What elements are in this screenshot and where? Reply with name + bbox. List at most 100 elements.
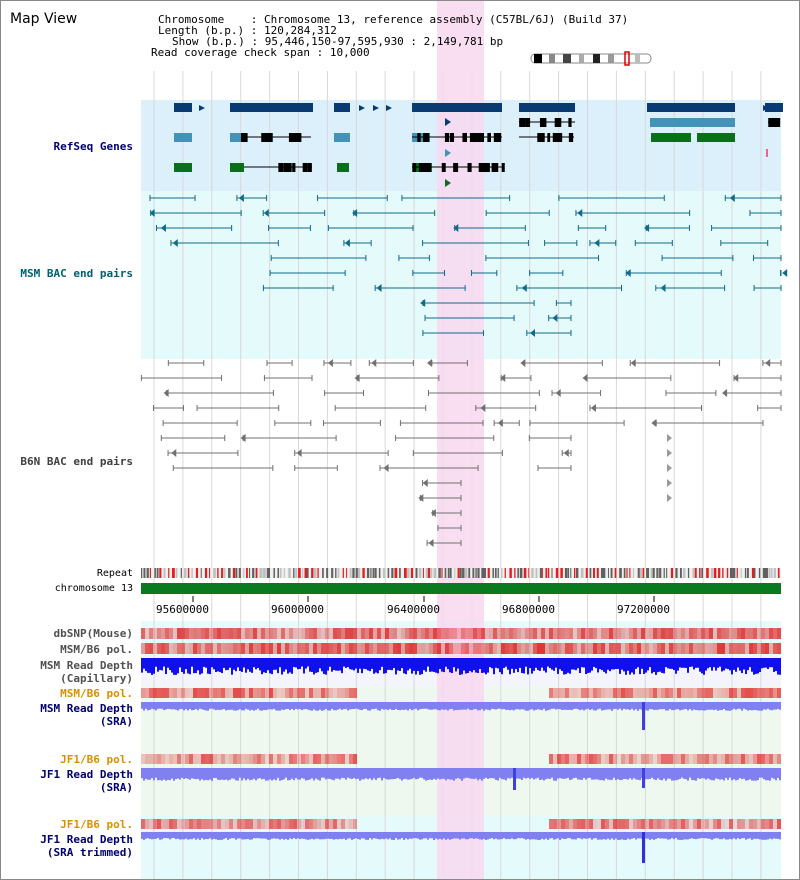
repeat-mark [425,568,428,578]
repeat-mark [366,568,370,578]
read-depth-bin [635,658,637,669]
polymorphism-bin [761,819,765,829]
read-depth-bin [537,702,539,710]
read-depth-bin [209,768,211,780]
read-depth-bin [595,768,597,780]
repeat-mark [415,568,418,578]
read-depth-bin [695,832,697,840]
read-depth-bin [581,768,583,780]
read-depth-bin [689,702,691,710]
polymorphism-bin [689,819,693,829]
read-depth-bin [397,702,399,710]
polymorphism-bin [601,628,605,639]
read-depth-bin [409,658,411,669]
gene-exon [501,163,505,172]
polymorphism-bin [541,628,545,639]
track-label-msm-depth-cap-sub: (Capillary) [60,672,133,685]
read-depth-bin [247,832,249,840]
repeat-mark [683,568,686,578]
polymorphism-bin [581,819,585,829]
repeat-mark [545,568,548,578]
read-depth-bin [447,768,449,780]
track-label-b6n-bac[interactable]: B6N BAC end pairs [20,455,133,468]
read-depth-bin [483,768,485,779]
read-depth-bin [779,658,781,675]
read-depth-bin [323,702,325,711]
polymorphism-bin [389,643,393,654]
read-depth-bin [175,658,177,675]
polymorphism-bin [185,643,189,654]
repeat-mark [352,568,355,578]
polymorphism-bin [561,819,565,829]
track-label-msm-bac[interactable]: MSM BAC end pairs [20,267,133,280]
read-depth-bin [565,702,567,710]
read-depth-bin [543,702,545,709]
track-label-refseq[interactable]: RefSeq Genes [53,140,133,153]
polymorphism-bin [409,628,413,639]
track-label-jf1-depth-trim[interactable]: JF1 Read Depth [40,833,133,846]
track-label-jf1-depth-sra[interactable]: JF1 Read Depth [40,768,133,781]
read-depth-bin [733,832,735,839]
read-depth-bin [689,832,691,839]
read-depth-bin [281,702,283,710]
read-depth-bin [329,658,331,667]
track-label-msm-depth-sra[interactable]: MSM Read Depth [40,702,133,715]
read-depth-bin [181,658,183,672]
track-label-dbsnp[interactable]: dbSNP(Mouse) [53,627,133,640]
read-depth-bin [265,658,267,673]
read-depth-bin [743,832,745,839]
track-label-msm-b6-pol-2[interactable]: MSM/B6 pol. [60,687,133,700]
repeat-mark [593,568,596,578]
polymorphism-bin [297,819,301,829]
track-label-jf1-b6-pol-2[interactable]: JF1/B6 pol. [60,818,133,831]
read-depth-bin [529,832,531,840]
repeat-mark [501,568,503,578]
repeat-mark [754,568,756,578]
polymorphism-bin [537,643,541,654]
read-depth-bin [765,832,767,840]
read-depth-bin [521,702,523,710]
polymorphism-bin [181,688,185,698]
read-depth-bin [345,768,347,780]
read-depth-bin [779,832,781,840]
track-label-msm-b6-pol[interactable]: MSM/B6 pol. [60,643,133,656]
polymorphism-bin [525,643,529,654]
polymorphism-bin [665,754,669,764]
read-depth-bin [449,702,451,710]
read-depth-bin [363,832,365,839]
read-depth-bin [321,768,323,778]
polymorphism-bin [613,628,617,639]
repeat-mark [200,568,202,578]
read-depth-bin [425,832,427,839]
read-depth-bin [569,768,571,780]
polymorphism-bin [657,643,661,654]
read-depth-bin [761,702,763,711]
polymorphism-bin [733,819,737,829]
polymorphism-bin [477,628,481,639]
read-depth-bin [611,658,613,670]
read-depth-bin [535,768,537,779]
read-depth-bin [515,658,517,670]
read-depth-bin [343,768,345,779]
repeat-mark [729,568,733,578]
polymorphism-bin [285,754,289,764]
read-depth-bin [463,702,465,710]
polymorphism-bin [641,628,645,639]
read-depth-bin [433,658,435,672]
read-depth-bin [605,832,607,840]
polymorphism-bin [625,754,629,764]
track-label-msm-depth-cap[interactable]: MSM Read Depth [40,659,133,672]
gene-exon [453,163,459,172]
polymorphism-bin [677,754,681,764]
polymorphism-bin [757,628,761,639]
read-depth-bin [471,768,473,779]
read-depth-bin [167,658,169,668]
gene-exon [418,163,424,172]
read-depth-bin [701,702,703,711]
read-depth-bin [257,768,259,779]
track-label-jf1-b6-pol[interactable]: JF1/B6 pol. [60,753,133,766]
read-depth-bin [153,768,155,781]
read-depth-bin [263,702,265,710]
polymorphism-bin [621,643,625,654]
